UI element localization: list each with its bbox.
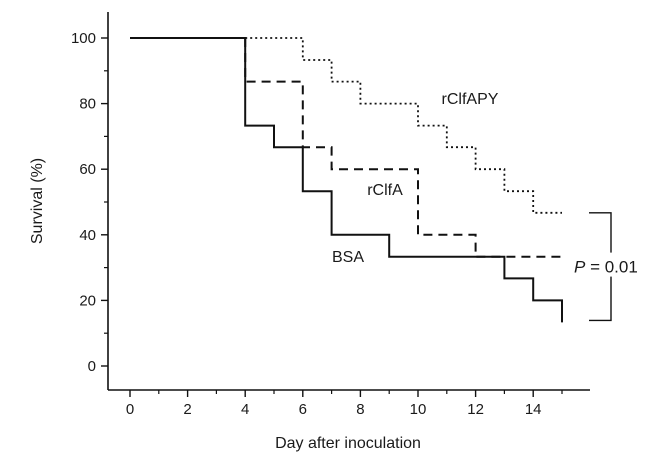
p-symbol: P (574, 258, 586, 277)
axes: 0 20 40 60 80 100 0 2 4 6 8 10 12 14 (71, 12, 590, 418)
x-tick-label: 4 (241, 401, 249, 418)
y-axis-title: Survival (%) (29, 158, 46, 244)
x-tick-label: 2 (183, 401, 191, 418)
series-line-bsa (130, 37, 563, 323)
y-tick-label: 0 (88, 358, 96, 375)
series-label-rclfapy: rClfAPY (442, 91, 499, 108)
p-value-backdrop (570, 252, 662, 277)
x-tick-label: 10 (410, 401, 427, 418)
labels-layer: Day after inoculation Survival (%) BSA rClf… (29, 91, 662, 452)
x-tick-label: 0 (126, 401, 134, 418)
x-tick-label: 14 (525, 401, 542, 418)
p-value-text: = 0.01 (585, 258, 637, 277)
y-tick-label: 80 (79, 96, 96, 113)
y-tick-label: 60 (79, 161, 96, 178)
series-line-rclfapy (245, 37, 562, 214)
y-tick-label: 20 (79, 292, 96, 309)
x-tick-label: 6 (299, 401, 307, 418)
x-tick-label: 8 (356, 401, 364, 418)
y-tick-label: 100 (71, 30, 96, 47)
series-line-rclfa (244, 38, 562, 258)
x-tick-label: 12 (467, 401, 484, 418)
p-value-label: P = 0.01 (574, 258, 638, 277)
x-axis-title: Day after inoculation (275, 435, 421, 452)
series-label-rclfa: rClfA (367, 182, 403, 199)
y-tick-label: 40 (79, 227, 96, 244)
series-layer (130, 37, 563, 323)
series-label-bsa: BSA (332, 249, 364, 266)
